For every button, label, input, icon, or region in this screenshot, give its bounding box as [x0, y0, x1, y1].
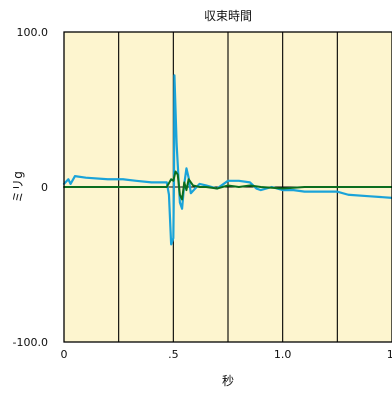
- x-tick-label-6: 1.: [387, 348, 392, 361]
- series-line-1: [62, 74, 392, 246]
- chart-title: 収束時間: [204, 9, 252, 23]
- plot-frame: [63, 31, 392, 343]
- y-axis-label: ミリg: [11, 171, 25, 203]
- x-tick-label-2: .5: [168, 348, 179, 361]
- y-tick-label-2: -100.0: [13, 336, 48, 349]
- series-line-2: [63, 170, 392, 201]
- x-tick-label-0: 0: [61, 348, 68, 361]
- x-axis-label: 秒: [222, 374, 234, 388]
- x-tick-label-4: 1.0: [274, 348, 292, 361]
- y-tick-label-0: 100.0: [17, 26, 49, 39]
- y-ticks: 100.0 0 -100.0: [13, 26, 48, 349]
- y-tick-label-1: 0: [41, 181, 48, 194]
- x-ticks: 0 .5 1.0 1.: [61, 348, 392, 361]
- series-group: [62, 74, 392, 246]
